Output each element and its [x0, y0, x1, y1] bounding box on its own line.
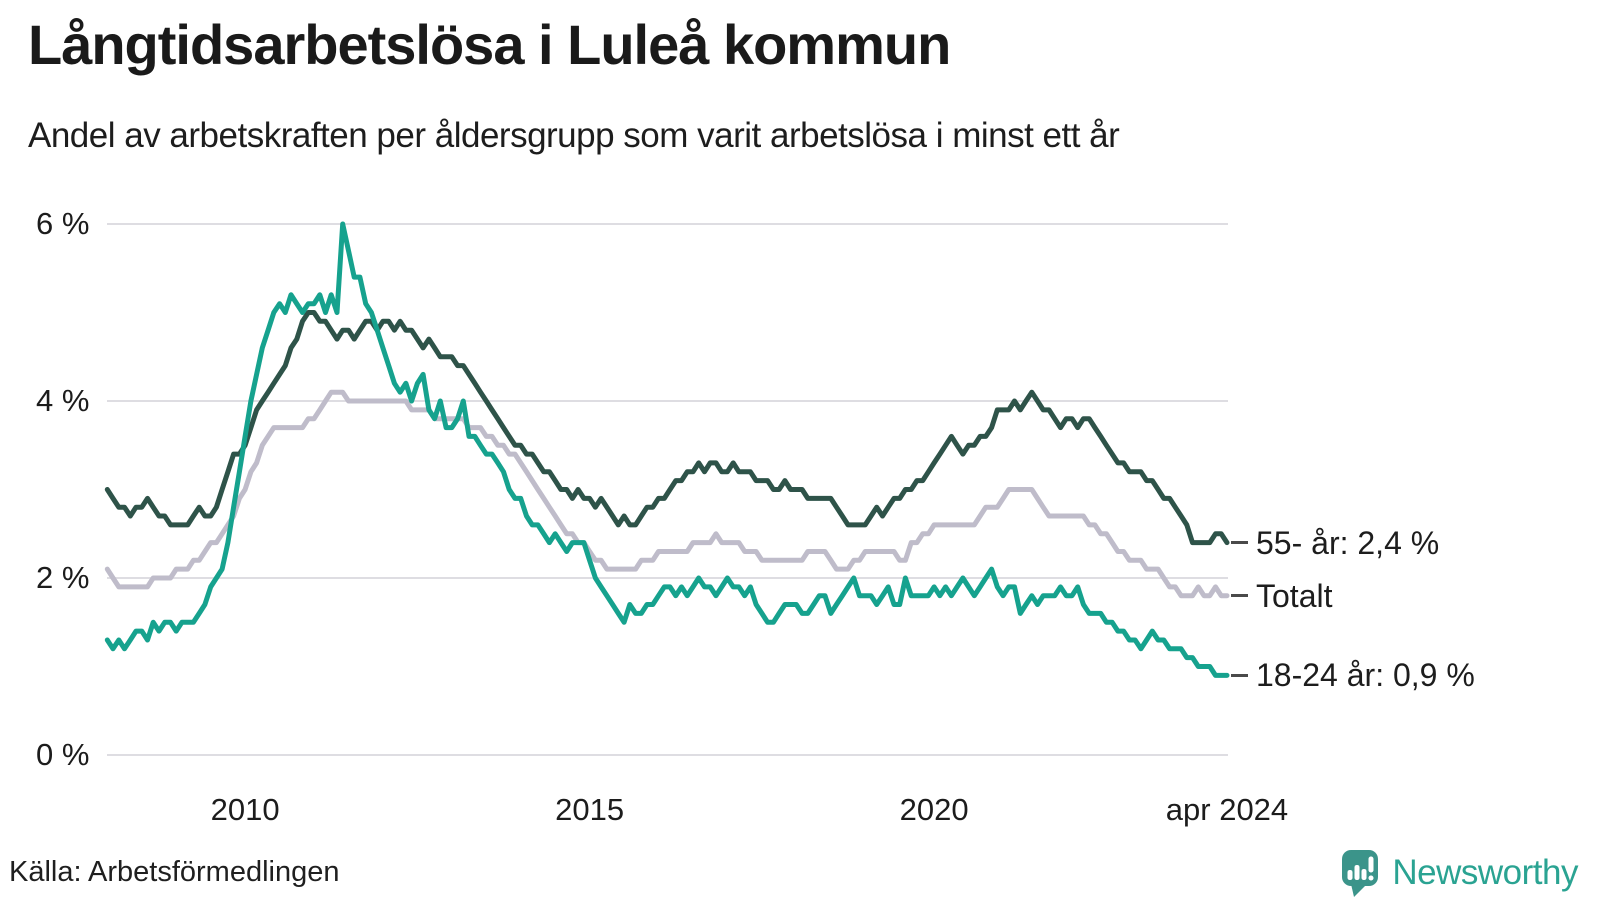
x-tick-label-2015: 2015: [555, 792, 625, 827]
brand-lockup: Newsworthy: [1340, 848, 1578, 898]
y-tick-label-0: 0 %: [36, 737, 90, 772]
series-end-label-18-24: 18-24 år: 0,9 %: [1256, 657, 1475, 694]
x-tick-label-2010: 2010: [210, 792, 280, 827]
series-line-55- år: [104, 310, 1230, 546]
x-tick-label-2020: 2020: [899, 792, 969, 827]
series-line-Totalt: [104, 389, 1230, 599]
newsworthy-logo-icon: [1342, 850, 1379, 897]
series-line-18-24 år: [104, 221, 1230, 678]
source-note: Källa: Arbetsförmedlingen: [9, 856, 340, 888]
page-subtitle: Andel av arbetskraften per åldersgrupp s…: [28, 116, 1120, 155]
y-tick-label-2: 2 %: [36, 560, 90, 595]
y-tick-label-6: 6 %: [36, 206, 90, 241]
y-tick-label-4: 4 %: [36, 383, 90, 418]
series-end-label-55: 55- år: 2,4 %: [1256, 524, 1440, 561]
page-title: Långtidsarbetslösa i Luleå kommun: [28, 13, 951, 76]
end-dash-18-24: [1231, 673, 1248, 677]
end-dash-55: [1231, 541, 1248, 545]
series-end-label-totalt: Totalt: [1256, 577, 1333, 614]
brand-name: Newsworthy: [1392, 853, 1578, 892]
x-tick-label-apr-2024: apr 2024: [1165, 792, 1289, 827]
end-dash-totalt: [1231, 594, 1248, 598]
